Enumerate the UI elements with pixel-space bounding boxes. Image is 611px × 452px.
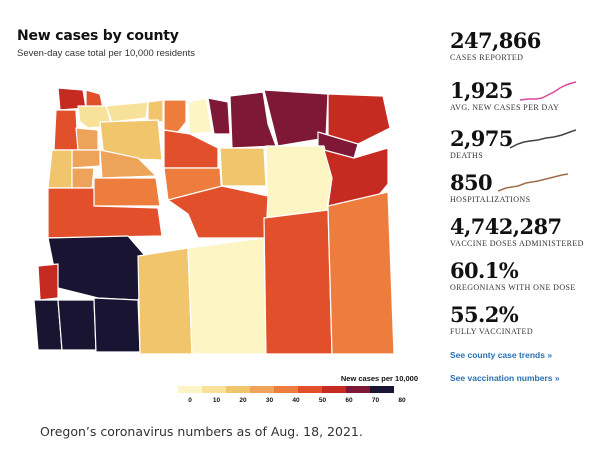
stat-value: 2,975 xyxy=(450,126,513,151)
legend-tick-label: 60 xyxy=(345,397,353,404)
county-polk[interactable] xyxy=(71,149,101,169)
map-legend: New cases per 10,000 0 10 20 30 40 50 60 70 80 xyxy=(178,370,418,410)
legend-tick-label: 80 xyxy=(398,397,406,404)
legend-swatch xyxy=(298,386,322,393)
county-clackamas[interactable] xyxy=(99,119,163,161)
county-yamhill[interactable] xyxy=(75,127,99,151)
legend-tick-label: 20 xyxy=(239,397,247,404)
stat-avg-new-cases: 1,925 AVG. NEW CASES PER DAY xyxy=(450,80,610,128)
legend-tick-label: 50 xyxy=(318,397,327,404)
county-trends-link[interactable]: See county case trends » xyxy=(450,350,553,360)
stat-label: DEATHS xyxy=(450,151,484,160)
oregon-county-map xyxy=(33,88,395,355)
stats-panel: 247,866 CASES REPORTED 1,925 AVG. NEW CA… xyxy=(450,30,610,344)
stat-label: AVG. NEW CASES PER DAY xyxy=(450,103,560,112)
stat-value: 247,866 xyxy=(450,28,541,53)
deaths-sparkline xyxy=(510,129,576,149)
legend-swatch xyxy=(226,386,250,393)
legend-tick-label: 70 xyxy=(371,397,380,404)
county-hood-river[interactable] xyxy=(147,99,164,123)
county-curry[interactable] xyxy=(33,299,63,351)
county-tillamook[interactable] xyxy=(53,109,79,151)
county-wasco[interactable] xyxy=(163,99,187,133)
county-wallowa[interactable] xyxy=(327,93,391,145)
legend-tick-label: 10 xyxy=(212,397,221,404)
stat-cases: 247,866 CASES REPORTED xyxy=(450,30,610,80)
legend-ticks: 0 10 20 30 40 50 60 70 80 xyxy=(178,397,418,407)
stat-deaths: 2,975 DEATHS xyxy=(450,128,610,172)
hospitalizations-sparkline xyxy=(498,173,568,192)
county-linn[interactable] xyxy=(93,177,161,207)
county-multnomah[interactable] xyxy=(105,101,149,123)
vaccination-numbers-link[interactable]: See vaccination numbers » xyxy=(450,373,560,383)
image-caption: Oregon’s coronavirus numbers as of Aug. … xyxy=(40,424,363,439)
stat-value: 850 xyxy=(450,170,493,195)
stat-hospitalizations: 850 HOSPITALIZATIONS xyxy=(450,172,610,216)
stat-value: 55.2% xyxy=(450,302,519,327)
county-morrow[interactable] xyxy=(229,91,277,149)
legend-tick-label: 40 xyxy=(292,397,300,404)
county-josephine[interactable] xyxy=(57,299,97,351)
legend-tick-label: 0 xyxy=(188,397,192,404)
county-lake[interactable] xyxy=(187,237,267,355)
county-columbia[interactable] xyxy=(85,89,104,109)
county-jefferson[interactable] xyxy=(163,129,219,169)
map-title: New cases by county xyxy=(17,28,179,44)
stat-value: 1,925 xyxy=(450,78,513,103)
stat-label: OREGONIANS WITH ONE DOSE xyxy=(450,283,576,292)
legend-tick-label: 30 xyxy=(265,397,274,404)
county-harney[interactable] xyxy=(263,209,333,355)
cases-sparkline xyxy=(520,81,576,101)
stat-label: FULLY VACCINATED xyxy=(450,327,534,336)
legend-swatch xyxy=(250,386,274,393)
legend-swatch xyxy=(178,386,202,393)
county-gilliam[interactable] xyxy=(207,97,231,135)
stat-label: VACCINE DOSES ADMINISTERED xyxy=(450,239,584,248)
county-klamath[interactable] xyxy=(137,247,193,355)
stat-value: 4,742,287 xyxy=(450,214,562,239)
legend-swatch xyxy=(274,386,298,393)
map-subtitle: Seven-day case total per 10,000 resident… xyxy=(17,48,195,59)
legend-color-scale xyxy=(178,386,394,393)
legend-swatch xyxy=(346,386,370,393)
county-grant[interactable] xyxy=(265,145,333,219)
stat-value: 60.1% xyxy=(450,258,519,283)
county-coos[interactable] xyxy=(37,263,59,301)
county-malheur[interactable] xyxy=(327,191,395,355)
stat-label: HOSPITALIZATIONS xyxy=(450,195,531,204)
legend-swatch xyxy=(202,386,226,393)
legend-swatch xyxy=(370,386,394,393)
legend-swatch xyxy=(322,386,346,393)
stat-fully-vaccinated: 55.2% FULLY VACCINATED xyxy=(450,304,610,344)
county-sherman[interactable] xyxy=(187,97,213,135)
county-jackson[interactable] xyxy=(93,297,141,353)
stat-one-dose: 60.1% OREGONIANS WITH ONE DOSE xyxy=(450,260,610,304)
county-wheeler[interactable] xyxy=(219,147,267,187)
stat-label: CASES REPORTED xyxy=(450,53,524,62)
county-benton[interactable] xyxy=(71,167,95,189)
stat-vaccine-doses: 4,742,287 VACCINE DOSES ADMINISTERED xyxy=(450,216,610,260)
county-marion[interactable] xyxy=(99,149,157,179)
county-lincoln[interactable] xyxy=(47,149,73,189)
legend-title: New cases per 10,000 xyxy=(340,374,418,383)
